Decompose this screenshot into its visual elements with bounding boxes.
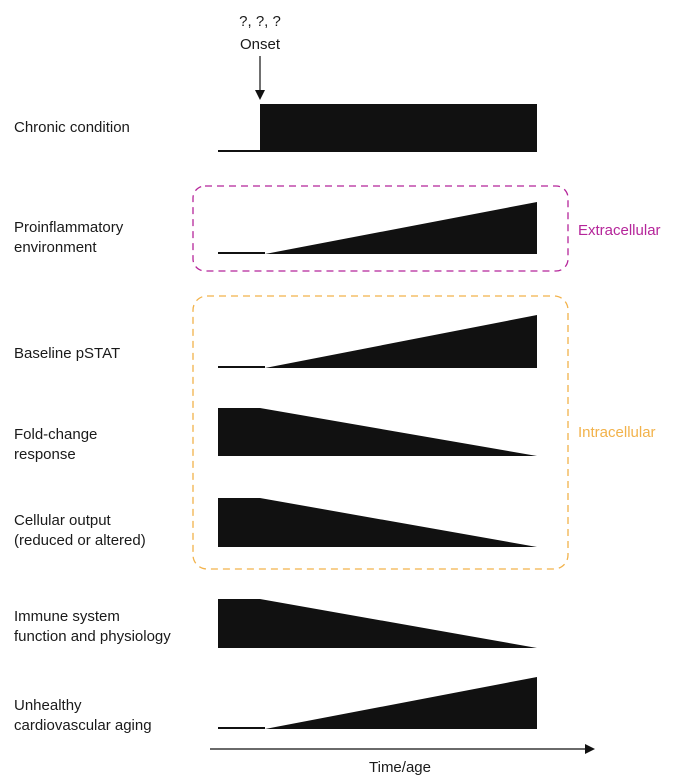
time-axis-label: Time/age [369, 759, 431, 776]
row-shape-baseline-pstat [218, 315, 537, 368]
increase-wedge [265, 315, 537, 368]
row-label-chronic-condition: Chronic condition [14, 119, 130, 136]
extracellular-box [192, 185, 569, 272]
row-shape-proinflammatory-environment [218, 202, 537, 254]
decrease-wedge [218, 408, 537, 456]
row-label-proinflammatory-environment: Proinflammatory environment [14, 219, 124, 256]
increase-wedge [265, 202, 537, 254]
intracellular-box [192, 295, 569, 570]
row-shape-unhealthy-cardiovascular-aging [218, 677, 537, 729]
row-label-unhealthy-cardiovascular-aging: Unhealthy cardiovascular aging [14, 697, 152, 734]
decrease-wedge [218, 599, 537, 648]
decrease-wedge [218, 498, 537, 547]
onset-question-label: ?, ?, ? [239, 13, 281, 30]
row-shape-fold-change-response [218, 408, 537, 456]
row-shape-cellular-output [218, 498, 537, 547]
onset-label: Onset [239, 36, 281, 53]
row-label-immune-system-function: Immune system function and physiology [14, 608, 171, 645]
row-label-fold-change-response: Fold-change response [14, 426, 98, 463]
row-label-baseline-pstat: Baseline pSTAT [14, 345, 121, 362]
extracellular-label: Extracellular [578, 222, 661, 239]
increase-wedge [265, 677, 537, 729]
row-label-cellular-output: Cellular output (reduced or altered) [14, 512, 146, 549]
intracellular-label: Intracellular [578, 424, 656, 441]
row-shape-chronic-condition [218, 104, 537, 152]
row-shape-immune-system-function [218, 599, 537, 648]
step-shape [260, 104, 537, 152]
